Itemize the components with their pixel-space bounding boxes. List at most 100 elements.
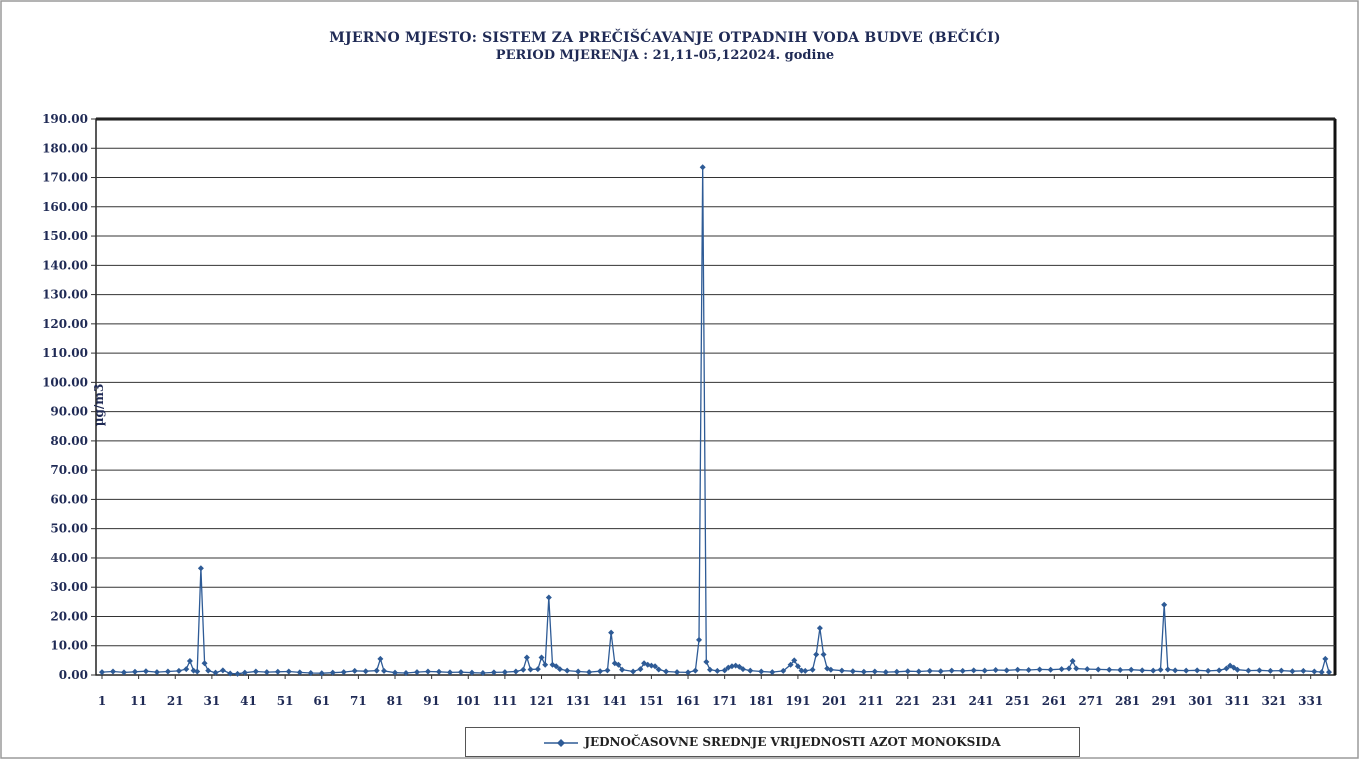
data-point (377, 655, 384, 662)
series-layer (99, 164, 1332, 677)
data-point (630, 668, 637, 675)
x-tick-label: 91 (423, 694, 440, 708)
data-point (739, 666, 746, 673)
y-tick-label: 130.00 (42, 288, 88, 302)
data-point (1311, 668, 1318, 675)
data-point (538, 654, 545, 661)
data-point (820, 651, 827, 658)
data-point (721, 667, 728, 674)
x-tick-label: 141 (602, 694, 627, 708)
data-point (1117, 667, 1124, 674)
data-point (197, 565, 204, 572)
x-tick-label: 61 (313, 694, 330, 708)
data-point (263, 669, 270, 676)
data-point (446, 669, 453, 676)
data-point (1205, 667, 1212, 674)
data-point (703, 658, 710, 665)
data-point (1183, 667, 1190, 674)
x-tick-label: 311 (1225, 694, 1250, 708)
data-point (871, 668, 878, 675)
data-point (1256, 667, 1263, 674)
data-point (926, 667, 933, 674)
data-point (527, 666, 534, 673)
data-point (99, 669, 105, 676)
chart-title: MJERNO MJESTO: SISTEM ZA PREČIŠĆAVANJE O… (329, 30, 1001, 46)
y-tick-label: 100.00 (42, 375, 88, 389)
x-tick-label: 101 (456, 694, 481, 708)
data-point (904, 668, 911, 675)
data-point (608, 629, 615, 636)
x-tick-label: 31 (204, 694, 221, 708)
data-point (655, 666, 662, 673)
data-point (373, 667, 380, 674)
x-tick-label: 41 (240, 694, 257, 708)
data-point (362, 668, 369, 675)
data-point (747, 667, 754, 674)
data-point (860, 668, 867, 675)
data-point (120, 669, 127, 676)
x-tick-label: 71 (350, 694, 367, 708)
data-point (523, 654, 530, 661)
data-point (545, 594, 552, 601)
data-point (340, 669, 347, 676)
data-point (403, 669, 410, 676)
data-point (915, 668, 922, 675)
data-point (893, 668, 900, 675)
x-tick-label: 131 (566, 694, 591, 708)
data-point (564, 667, 571, 674)
data-point (252, 668, 259, 675)
data-point (615, 661, 622, 668)
data-point (201, 660, 208, 667)
x-tick-label: 281 (1115, 694, 1140, 708)
data-point (813, 651, 820, 658)
data-point (648, 662, 655, 669)
data-point (798, 667, 805, 674)
y-tick-label: 120.00 (42, 317, 88, 331)
data-point (212, 669, 219, 676)
y-tick-label: 70.00 (50, 463, 88, 477)
data-point (542, 661, 549, 668)
x-tick-label: 301 (1188, 694, 1213, 708)
data-point (1194, 667, 1201, 674)
y-tick-label: 40.00 (50, 551, 88, 565)
x-tick-label: 321 (1262, 694, 1287, 708)
chart-title-block: MJERNO MJESTO: SISTEM ZA PREČIŠĆAVANJE O… (0, 30, 1330, 63)
y-tick-label: 150.00 (42, 229, 88, 243)
x-tick-label: 81 (387, 694, 404, 708)
y-axis-label: µg/m3 (92, 384, 106, 427)
x-tick-label: 261 (1042, 694, 1067, 708)
data-point (1278, 667, 1285, 674)
y-tick-label: 0.00 (59, 668, 88, 682)
data-point (501, 669, 508, 676)
x-tick-label: 111 (492, 694, 517, 708)
data-point (1047, 666, 1054, 673)
data-point (809, 666, 816, 673)
x-tick-label: 181 (749, 694, 774, 708)
data-point (707, 666, 714, 673)
grid-layer (95, 117, 1337, 676)
legend-line-marker-icon (544, 737, 579, 747)
data-point (219, 667, 226, 674)
data-point (674, 669, 681, 676)
x-tick-label: 191 (785, 694, 810, 708)
data-point (318, 670, 325, 677)
data-point (685, 669, 692, 676)
data-point (1289, 668, 1296, 675)
y-tick-label: 190.00 (42, 112, 88, 126)
axis-layer: 0.00 10.00 20.00 30.00 40.00 50.00 60.00 70.00 8… (42, 112, 1323, 708)
data-point (637, 666, 644, 673)
data-point (1161, 601, 1168, 608)
data-point (959, 667, 966, 674)
data-point (1172, 667, 1179, 674)
data-point (186, 657, 193, 664)
x-tick-label: 331 (1298, 694, 1323, 708)
data-point (131, 668, 138, 675)
data-point (1300, 667, 1307, 674)
y-tick-label: 90.00 (50, 405, 88, 419)
data-point (329, 669, 336, 676)
data-point (787, 661, 794, 668)
x-tick-label: 251 (1005, 694, 1030, 708)
data-point (241, 669, 248, 676)
data-point (194, 668, 201, 675)
